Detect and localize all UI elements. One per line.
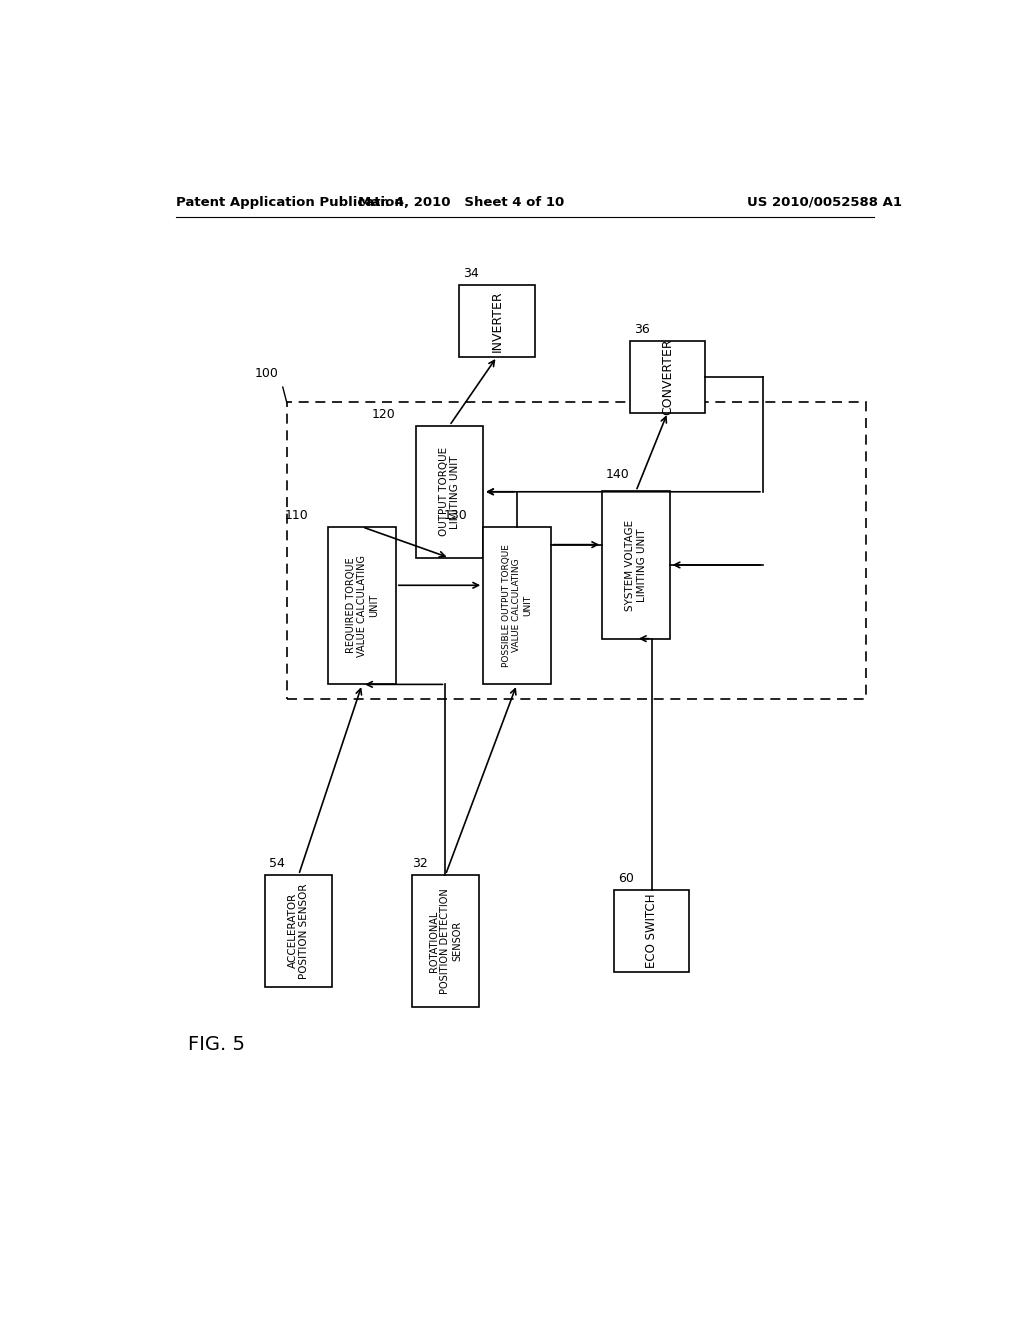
Text: POSSIBLE OUTPUT TORQUE
VALUE CALCULATING
UNIT: POSSIBLE OUTPUT TORQUE VALUE CALCULATING…: [502, 544, 531, 667]
Text: FIG. 5: FIG. 5: [187, 1035, 245, 1055]
Text: 54: 54: [269, 857, 285, 870]
Text: US 2010/0052588 A1: US 2010/0052588 A1: [748, 195, 902, 209]
Bar: [614, 890, 689, 972]
Text: Patent Application Publication: Patent Application Publication: [176, 195, 403, 209]
Bar: [329, 527, 396, 684]
Text: REQUIRED TORQUE
VALUE CALCULATING
UNIT: REQUIRED TORQUE VALUE CALCULATING UNIT: [345, 554, 379, 656]
Bar: [265, 875, 333, 987]
Text: ECO SWITCH: ECO SWITCH: [645, 894, 658, 968]
Text: 130: 130: [443, 508, 467, 521]
Bar: [287, 403, 866, 700]
Text: SYSTEM VOLTAGE
LIMITING UNIT: SYSTEM VOLTAGE LIMITING UNIT: [625, 519, 647, 611]
Text: 32: 32: [412, 857, 427, 870]
Bar: [412, 875, 479, 1007]
Text: ROTATIONAL
POSITION DETECTION
SENSOR: ROTATIONAL POSITION DETECTION SENSOR: [429, 888, 462, 994]
Text: 60: 60: [618, 873, 634, 886]
Bar: [460, 285, 535, 356]
Bar: [483, 527, 551, 684]
Text: 120: 120: [372, 408, 396, 421]
Text: 140: 140: [606, 469, 630, 480]
Text: 100: 100: [255, 367, 279, 380]
Text: ACCELERATOR
POSITION SENSOR: ACCELERATOR POSITION SENSOR: [288, 883, 309, 978]
Text: OUTPUT TORQUE
LIMITING UNIT: OUTPUT TORQUE LIMITING UNIT: [438, 447, 460, 536]
Text: 34: 34: [463, 268, 479, 280]
Text: INVERTER: INVERTER: [490, 290, 504, 352]
Text: 110: 110: [285, 508, 308, 521]
Bar: [416, 426, 483, 558]
Text: Mar. 4, 2010   Sheet 4 of 10: Mar. 4, 2010 Sheet 4 of 10: [358, 195, 564, 209]
Text: 36: 36: [634, 323, 649, 337]
Bar: [630, 342, 706, 412]
Text: CONVERTER: CONVERTER: [662, 339, 674, 416]
Bar: [602, 491, 670, 639]
